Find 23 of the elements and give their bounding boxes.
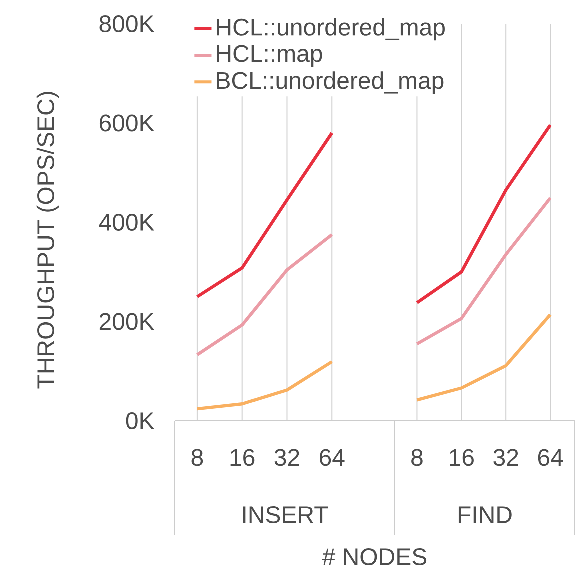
y-tick-label: 200K	[100, 313, 155, 330]
x-tick-label: 16	[450, 449, 474, 466]
x-tick-label: 32	[274, 449, 300, 466]
line-series	[196, 132, 334, 299]
x-tick-label: 8	[192, 449, 204, 466]
x-tick-label: 32	[494, 449, 518, 466]
y-tick-label: 0K	[126, 412, 155, 430]
line-series	[196, 360, 334, 411]
y-tick-label: 600K	[100, 114, 155, 132]
legend-label: HCL::map	[217, 45, 322, 68]
x-tick-label: 64	[538, 449, 564, 466]
x-tick-label: 8	[412, 449, 423, 466]
x-tick-label: 64	[320, 449, 345, 466]
x-axis-title: FIND	[458, 506, 512, 524]
y-axis-title: THROUGHPUT (OPS/SEC)	[36, 92, 60, 389]
x-axis-title: INSERT	[243, 506, 328, 524]
legend-label: BCL::unordered_map	[217, 72, 444, 94]
y-tick-label: 400K	[99, 214, 155, 231]
legend-label: HCL::unordered_map	[217, 18, 445, 41]
y-tick-label: 800K	[100, 16, 155, 32]
line-series	[196, 233, 334, 357]
text: # NODES	[322, 548, 427, 566]
x-tick-label: 16	[230, 449, 255, 466]
